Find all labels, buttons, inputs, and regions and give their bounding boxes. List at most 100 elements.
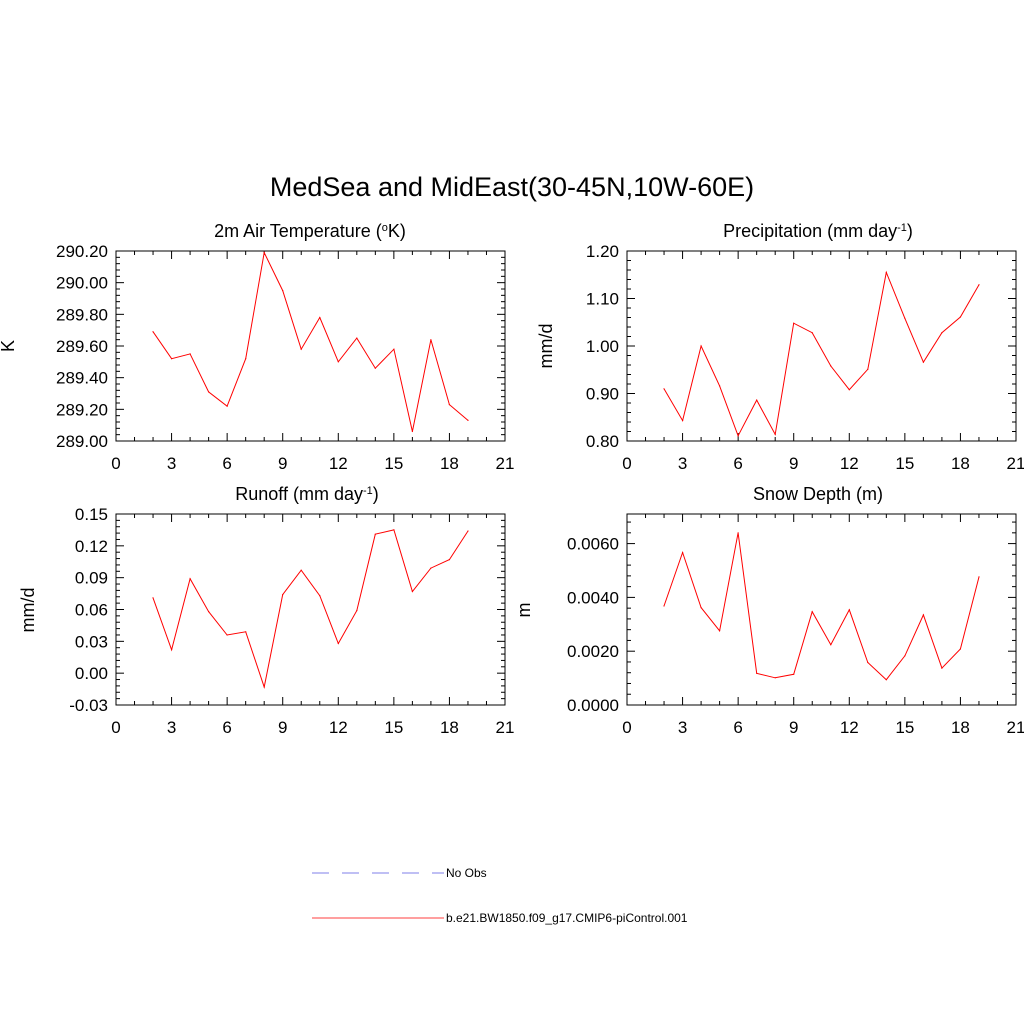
x-tick-label: 21 (1007, 454, 1024, 473)
data-point (867, 661, 869, 664)
y-tick-label: 0.15 (75, 505, 108, 524)
data-point (663, 388, 665, 390)
plot-frame (626, 513, 1017, 706)
x-tick-label: 18 (440, 718, 459, 737)
y-tick-label: 0.03 (75, 632, 108, 651)
data-point (282, 290, 284, 292)
x-tick-label: 12 (840, 718, 859, 737)
data-point (263, 686, 265, 688)
data-point (719, 385, 721, 387)
data-point (848, 389, 850, 391)
x-tick-label: 3 (678, 718, 687, 737)
data-point (337, 361, 339, 363)
data-point (774, 433, 776, 435)
data-point (282, 594, 284, 596)
data-point (448, 559, 450, 561)
series-line (152, 529, 469, 689)
main-title: MedSea and MidEast(30-45N,10W-60E) (270, 172, 754, 202)
y-tick-label: 0.80 (586, 432, 619, 451)
data-point (774, 677, 776, 679)
panel-title-snow-depth: Snow Depth (m) (753, 484, 883, 504)
y-tick-label: 1.10 (586, 290, 619, 309)
panel-temperature: 2m Air Temperature (oK) K 0 3 6 9 12 15 18 21 28… (0, 221, 514, 473)
x-tick-label: 21 (496, 718, 515, 737)
data-point (756, 672, 758, 674)
y-tick-label: 289.20 (56, 400, 108, 419)
y-tick-label: 289.00 (56, 432, 108, 451)
x-tick-label: 15 (895, 718, 914, 737)
data-point (700, 345, 702, 347)
data-point (263, 252, 265, 254)
data-point (208, 611, 210, 613)
panel-snow-depth: Snow Depth (m) m 0 3 6 9 12 15 18 21 0.0000 0.002… (514, 484, 1024, 737)
data-point (737, 532, 739, 534)
y-tick-label: 289.60 (56, 337, 108, 356)
x-tick-label: 21 (496, 454, 515, 473)
panel-runoff: Runoff (mm day-1) mm/d 0 3 6 9 12 15 18 21 -0.03… (18, 484, 514, 737)
panel-title-runoff: Runoff (mm day-1) (235, 484, 379, 504)
x-tick-label: 18 (951, 718, 970, 737)
x-tick-label: 9 (278, 718, 287, 737)
x-tick-label: 6 (222, 718, 231, 737)
x-tick-label: 3 (167, 454, 176, 473)
x-tick-label: 12 (329, 454, 348, 473)
x-tick-label: 15 (384, 718, 403, 737)
data-point (356, 610, 358, 612)
data-point (393, 348, 395, 350)
data-point (811, 332, 813, 334)
data-point (941, 332, 943, 334)
x-tick-label: 6 (733, 454, 742, 473)
data-point (922, 614, 925, 616)
panel-title-precipitation: Precipitation (mm day-1) (723, 221, 913, 241)
x-tick-label: 0 (111, 454, 120, 473)
data-point (152, 331, 154, 333)
data-point (319, 595, 321, 597)
legend-label-model: b.e21.BW1850.f09_g17.CMIP6-piControl.001 (446, 911, 688, 925)
x-tick-label: 21 (1007, 718, 1024, 737)
y-tick-label: 290.20 (56, 242, 108, 261)
plot-frame (115, 513, 506, 706)
y-tick-label: 0.0040 (567, 588, 619, 607)
data-point (941, 667, 943, 669)
ylabel-precipitation: mm/d (536, 324, 556, 369)
y-tick-label: 0.00 (75, 664, 108, 683)
y-tick-label: 0.0020 (567, 642, 619, 661)
y-tick-label: -0.03 (69, 696, 108, 715)
panel-title-temperature: 2m Air Temperature (oK) (214, 221, 406, 241)
data-point (411, 590, 413, 593)
y-tick-label: 1.00 (586, 337, 619, 356)
data-point (737, 435, 739, 437)
x-tick-label: 9 (789, 454, 798, 473)
series-line (663, 270, 980, 438)
x-tick-label: 0 (622, 454, 631, 473)
x-tick-label: 3 (167, 718, 176, 737)
ylabel-snow-depth: m (514, 603, 534, 618)
data-point (885, 271, 887, 273)
x-tick-label: 12 (329, 718, 348, 737)
data-point (245, 631, 247, 633)
data-point (374, 533, 376, 535)
data-point (904, 655, 906, 657)
data-point (848, 609, 850, 611)
data-point (959, 316, 962, 318)
x-tick-label: 15 (384, 454, 403, 473)
x-tick-label: 9 (789, 718, 798, 737)
y-tick-label: 289.80 (56, 305, 108, 324)
y-tick-label: 290.00 (56, 274, 108, 293)
data-point (337, 642, 339, 645)
x-tick-label: 0 (622, 718, 631, 737)
data-point (682, 420, 684, 422)
data-point (171, 649, 173, 651)
data-point (830, 644, 832, 646)
data-point (171, 358, 173, 360)
x-tick-label: 0 (111, 718, 120, 737)
data-point (448, 404, 450, 406)
y-tick-label: 0.12 (75, 537, 108, 556)
data-point (226, 634, 228, 636)
data-point (152, 597, 154, 599)
data-point (811, 611, 813, 613)
x-tick-label: 6 (733, 718, 742, 737)
data-point (663, 605, 665, 607)
data-point (189, 578, 191, 580)
y-tick-label: 0.06 (75, 601, 108, 620)
